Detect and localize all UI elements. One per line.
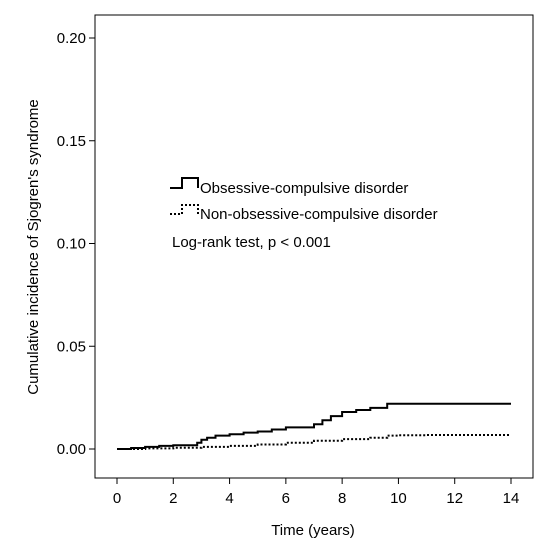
x-tick-label: 4 <box>225 490 233 507</box>
y-tick-label: 0.20 <box>57 30 86 47</box>
plot-frame <box>94 14 534 479</box>
series-line-ocd <box>117 402 511 450</box>
y-axis-title: Cumulative incidence of Sjogren's syndro… <box>25 99 42 395</box>
x-tick-label: 6 <box>282 490 290 507</box>
log-rank-annotation: Log-rank test, p < 0.001 <box>172 234 331 251</box>
legend-symbol-ocd <box>170 177 199 189</box>
x-tick-label: 0 <box>113 490 121 507</box>
y-tick-label: 0.10 <box>57 236 86 253</box>
y-axis: 0.00 0.05 0.10 0.15 0.20 <box>57 30 95 458</box>
y-tick-label: 0.15 <box>57 133 86 150</box>
x-tick-label: 2 <box>169 490 177 507</box>
y-tick-label: 0.00 <box>57 441 86 458</box>
y-tick-label: 0.05 <box>57 338 86 355</box>
x-tick-label: 8 <box>338 490 346 507</box>
x-tick-label: 12 <box>446 490 463 507</box>
series-line-non-ocd <box>117 434 511 450</box>
x-tick-label: 10 <box>390 490 407 507</box>
legend: Obsessive-compulsive disorder Non-obsess… <box>170 177 438 251</box>
x-axis: 0 2 4 6 8 10 12 14 <box>113 478 520 507</box>
legend-label-non-ocd: Non-obsessive-compulsive disorder <box>200 206 438 223</box>
legend-label-ocd: Obsessive-compulsive disorder <box>200 180 408 197</box>
series-layer <box>117 402 511 450</box>
x-axis-title: Time (years) <box>271 522 355 539</box>
legend-symbol-non-ocd <box>170 204 199 215</box>
x-tick-label: 14 <box>503 490 520 507</box>
